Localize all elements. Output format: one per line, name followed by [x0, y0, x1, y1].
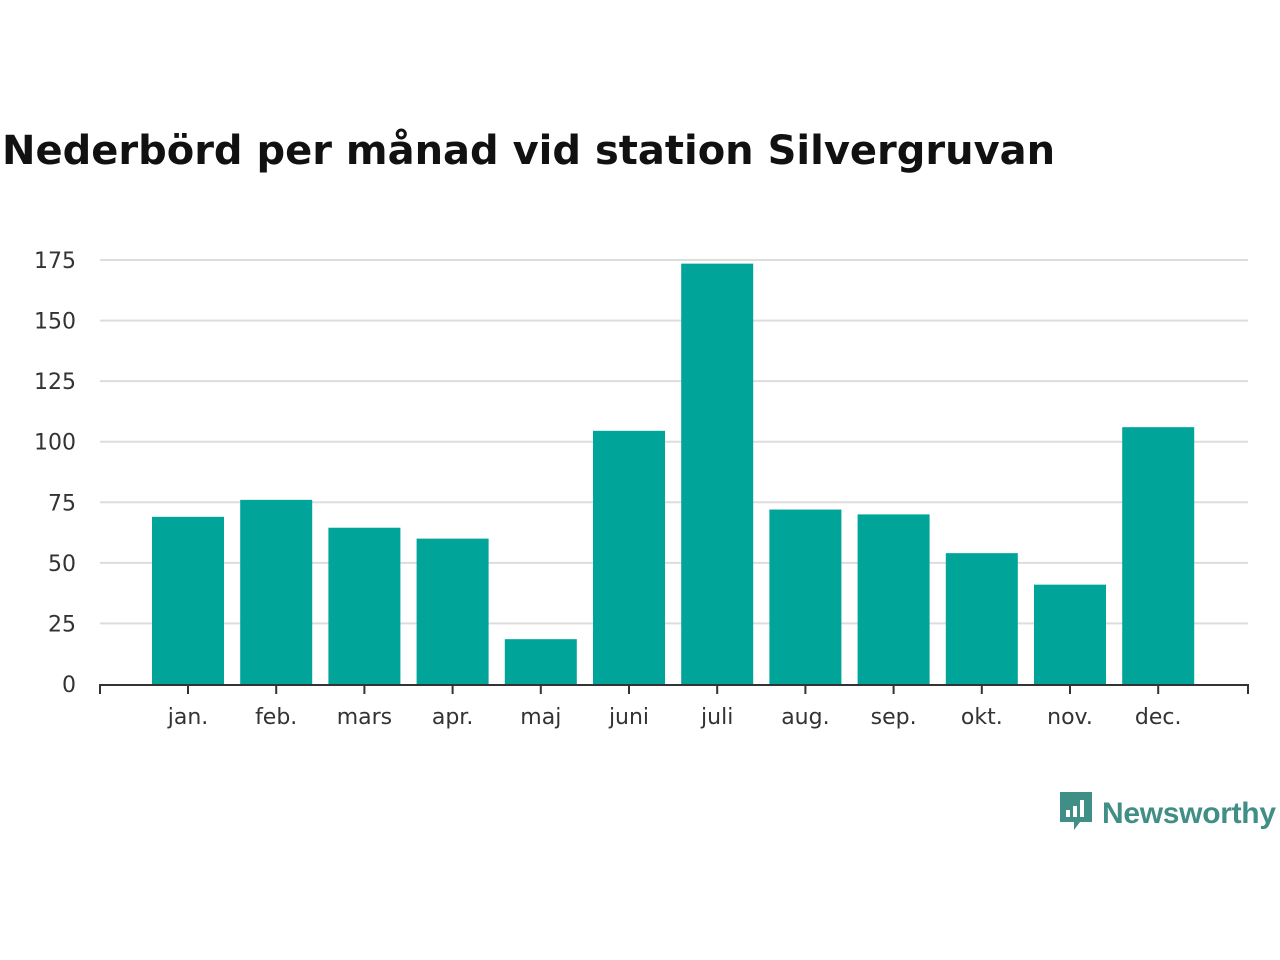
- y-axis-ticks: 0 25 50 75 100 125 150 175: [34, 249, 76, 698]
- bar-1: [152, 516, 224, 684]
- bar-10: [945, 553, 1018, 684]
- y-tick-label: 175: [34, 249, 76, 274]
- logo-text: Newsworthy: [1102, 797, 1276, 830]
- y-tick-label: 50: [48, 552, 76, 577]
- x-tick-label: aug.: [781, 705, 829, 730]
- chart-bubble-icon: [1058, 790, 1094, 838]
- y-tick-label: 125: [34, 370, 76, 395]
- chart-title: Nederbörd per månad vid station Silvergr…: [2, 128, 1056, 174]
- bar-7: [681, 263, 754, 684]
- bar-8: [769, 509, 842, 684]
- x-tick-label: juni: [608, 705, 649, 730]
- x-axis-ticks: jan. feb. mars apr. maj juni juli aug. sep. okt. n…: [167, 684, 1182, 730]
- x-tick-label: nov.: [1047, 705, 1093, 730]
- x-tick-label: okt.: [961, 705, 1003, 730]
- bar-4: [416, 538, 489, 684]
- x-axis: [99, 684, 1249, 694]
- x-tick-label: juli: [700, 705, 733, 730]
- y-tick-label: 75: [48, 491, 76, 516]
- x-tick-label: sep.: [871, 705, 917, 730]
- x-tick-label: dec.: [1135, 705, 1182, 730]
- newsworthy-logo: Newsworthy: [1058, 790, 1276, 838]
- bar-6: [593, 430, 665, 684]
- bar-11: [1034, 584, 1106, 684]
- bar-2: [240, 499, 313, 684]
- y-tick-label: 100: [34, 431, 76, 456]
- bar-9: [857, 514, 930, 684]
- x-tick-label: mars: [337, 705, 392, 730]
- y-tick-label: 25: [48, 612, 76, 637]
- bar-12: [1122, 427, 1195, 684]
- y-tick-label: 150: [34, 310, 76, 335]
- x-tick-label: apr.: [432, 705, 473, 730]
- x-tick-label: jan.: [167, 705, 209, 730]
- bar-3: [328, 527, 401, 684]
- x-tick-label: maj: [520, 705, 561, 730]
- x-tick-label: feb.: [255, 705, 297, 730]
- y-tick-label: 0: [62, 673, 76, 698]
- bars: [152, 263, 1195, 684]
- bar-5: [504, 639, 577, 684]
